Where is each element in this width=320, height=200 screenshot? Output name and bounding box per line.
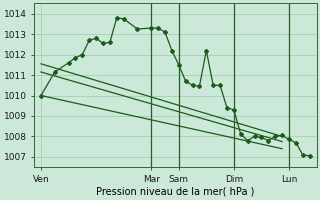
- X-axis label: Pression niveau de la mer( hPa ): Pression niveau de la mer( hPa ): [96, 187, 254, 197]
